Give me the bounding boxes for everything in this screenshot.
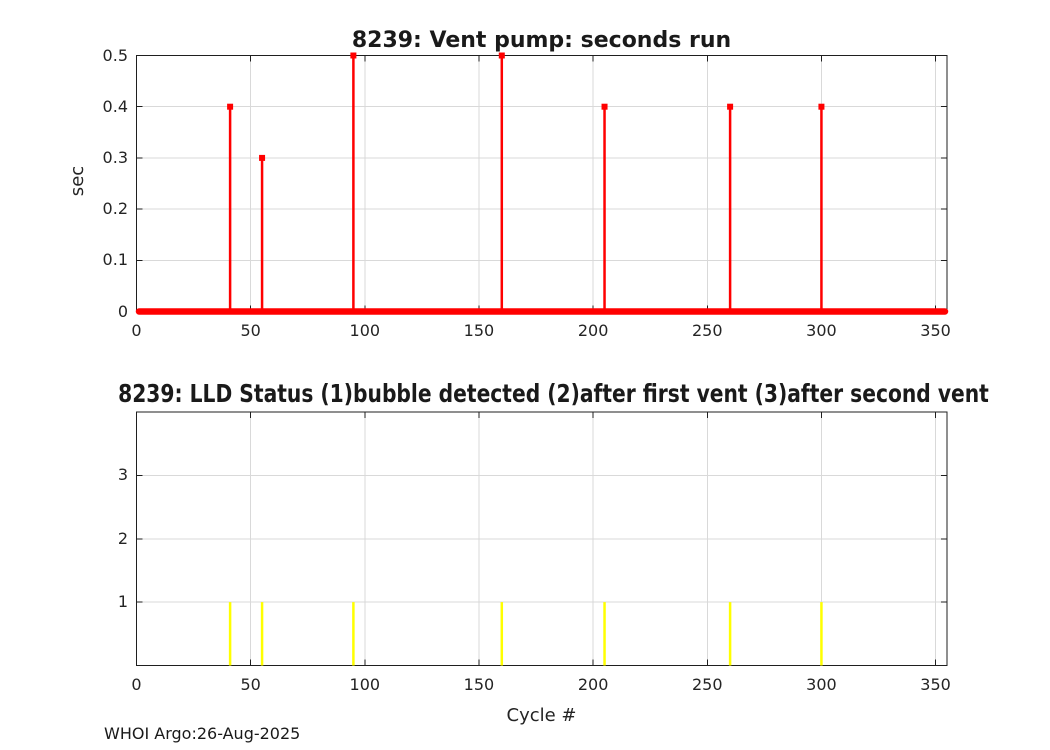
y-tick-label: 0.1 [102,250,128,270]
bottom-chart-title-text: 8239: LLD Status (1)bubble detected (2)a… [118,379,989,408]
top-chart-title: 8239: Vent pump: seconds run [351,28,732,53]
x-tick-label: 350 [920,321,951,340]
x-tick-label: 150 [463,675,495,694]
x-tick-label: 100 [349,675,381,694]
stem-marker [227,103,234,110]
y-tick-label: 0.3 [102,147,128,167]
x-tick-label: 150 [463,321,495,340]
x-tick-label: 0 [131,321,142,340]
y-tick-label: 0.2 [102,199,128,219]
footer-note: WHOI Argo:26-Aug-2025 [104,724,301,743]
x-tick-label: 200 [577,321,609,340]
stem-marker [818,103,825,110]
stem-marker [498,52,505,59]
y-tick-label: 2 [117,528,128,548]
x-tick-label: 0 [131,675,142,694]
stem-marker [727,103,734,110]
x-tick-label: 50 [240,675,261,694]
bottom-chart-xlabel: Cycle # [506,705,577,726]
x-tick-label: 350 [920,675,951,694]
stem-marker [350,52,357,59]
y-tick-label: 0 [117,301,128,321]
stem-marker [601,103,608,110]
plot-box [136,55,948,312]
y-tick-label: 3 [117,465,128,485]
bottom-chart-title: 8239: LLD Status (1)bubble detected (2)a… [16,380,1050,408]
y-tick-label: 0.4 [102,96,128,116]
x-tick-label: 100 [349,321,381,340]
y-tick-label: 1 [117,592,128,612]
x-tick-label: 250 [691,675,723,694]
stem-marker [259,154,266,161]
x-tick-label: 50 [240,321,261,340]
y-tick-label: 0.5 [102,45,128,65]
x-tick-label: 300 [806,321,837,340]
x-tick-label: 200 [577,675,609,694]
x-tick-label: 300 [806,675,837,694]
x-tick-label: 250 [691,321,723,340]
